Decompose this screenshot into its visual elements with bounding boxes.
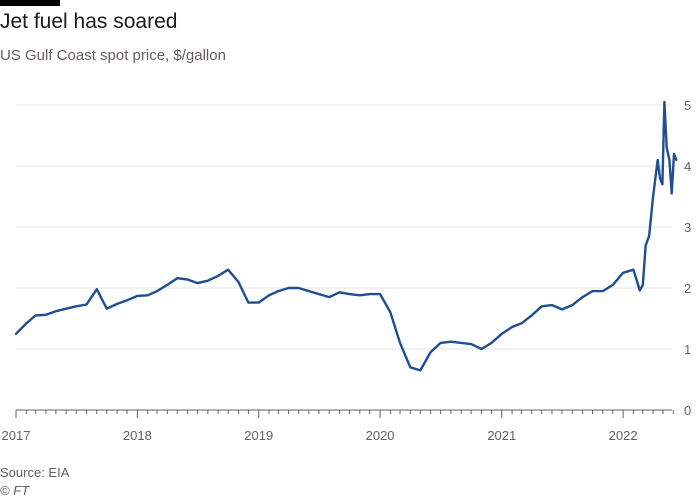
- y-tick-label: 0: [684, 403, 691, 418]
- line-chart: 0 1 2 3 4 5 2017 2018 2019 2020 2021 2022: [2, 98, 692, 443]
- x-tick-label: 2022: [609, 428, 638, 443]
- x-tick-label: 2019: [244, 428, 273, 443]
- x-tick-label: 2020: [366, 428, 395, 443]
- brand-bar: [0, 0, 60, 6]
- y-tick-label: 2: [684, 281, 691, 296]
- y-tick-label: 5: [684, 98, 691, 113]
- chart-title: Jet fuel has soared: [0, 10, 178, 33]
- x-tick-label: 2018: [123, 428, 152, 443]
- y-tick-label: 3: [684, 220, 691, 235]
- x-tick-label: 2017: [2, 428, 31, 443]
- copyright-note: © FT: [0, 483, 30, 498]
- y-tick-label: 1: [684, 342, 691, 357]
- chart-subtitle: US Gulf Coast spot price, $/gallon: [0, 47, 226, 64]
- x-tick-label: 2021: [487, 428, 516, 443]
- source-note: Source: EIA: [0, 465, 70, 480]
- y-tick-label: 4: [684, 159, 691, 174]
- series-line: [14, 100, 678, 372]
